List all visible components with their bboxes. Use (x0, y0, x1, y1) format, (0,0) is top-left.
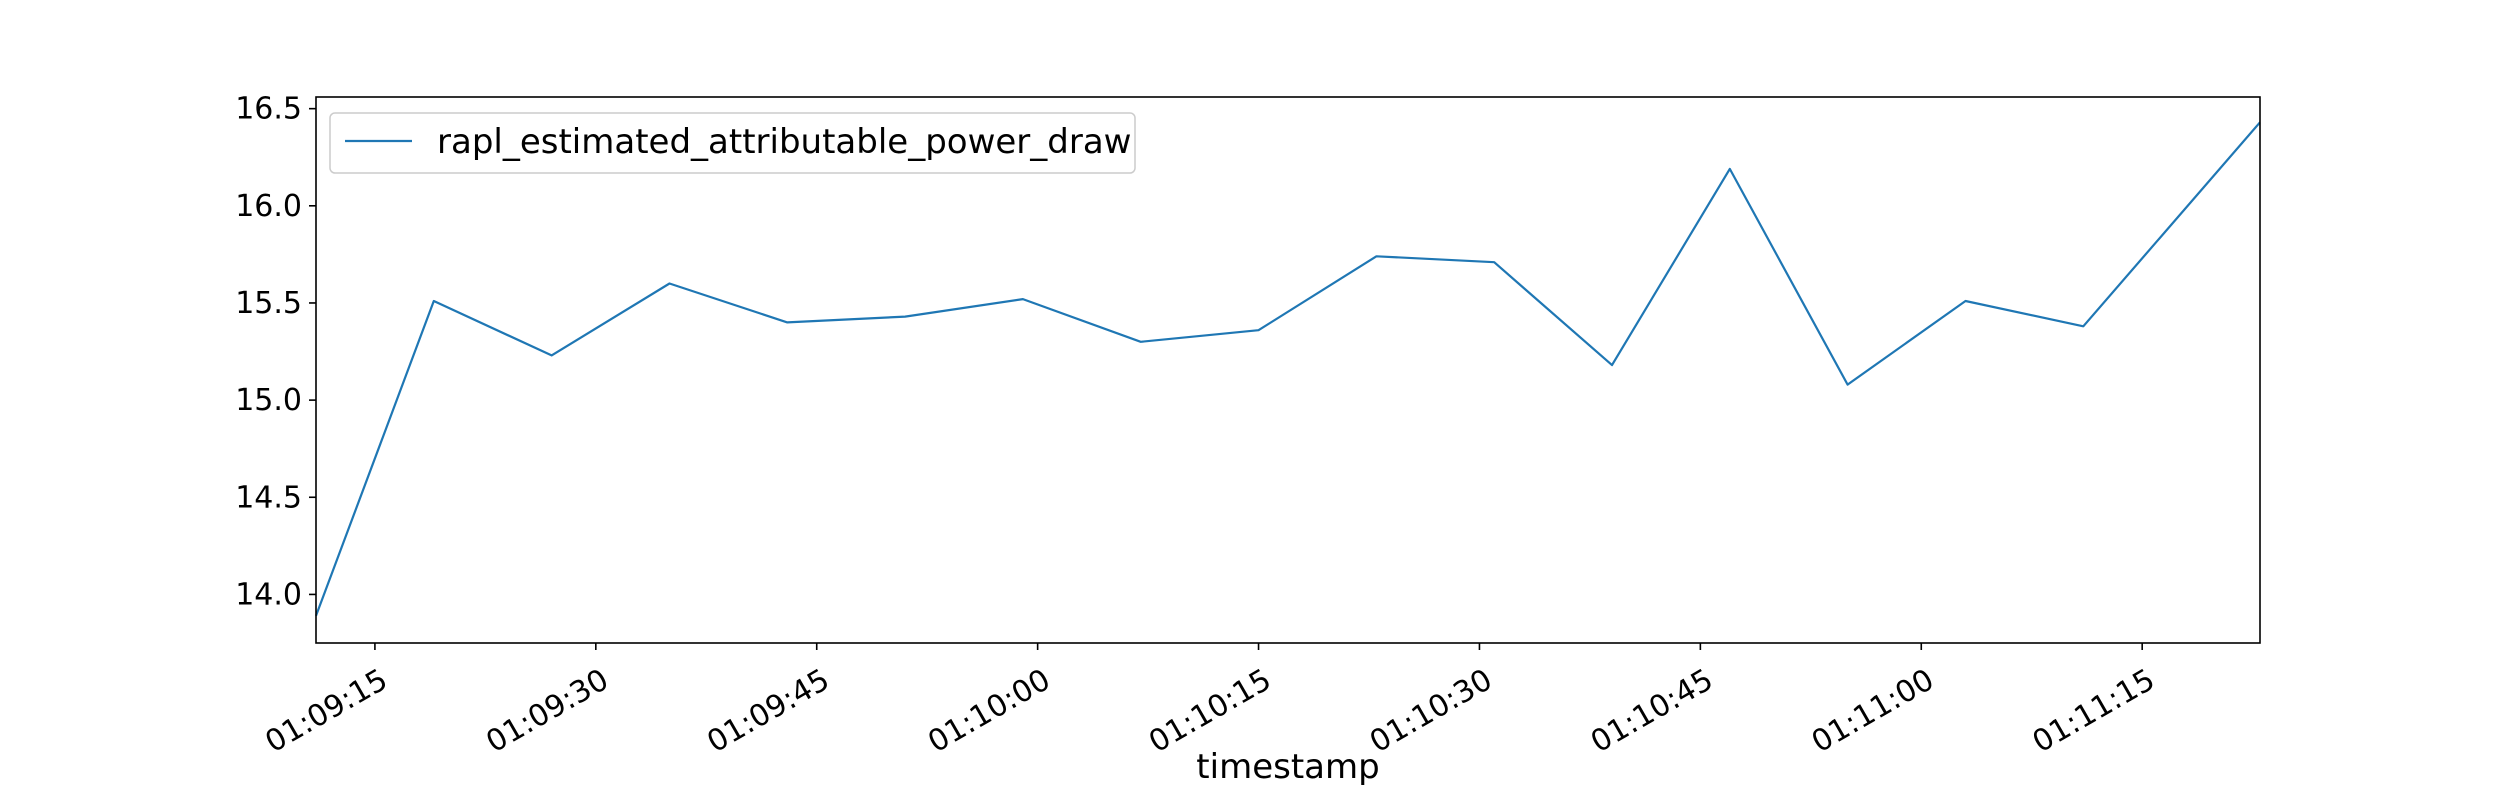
data-point (785, 320, 789, 324)
data-point (1728, 167, 1732, 171)
data-point (1964, 299, 1968, 303)
x-tick-label: 01:11:00 (1806, 662, 1940, 760)
x-tick-label: 01:10:45 (1585, 662, 1719, 760)
y-tick-label: 15.5 (235, 286, 302, 321)
data-point (1374, 254, 1378, 258)
data-point (550, 353, 554, 357)
axis-ticks: 01:09:15 01:09:30 01:09:45 01:10:00 01:10:15… (235, 92, 2161, 760)
series-line-0 (314, 121, 2261, 617)
y-tick-label: 16.0 (235, 189, 302, 224)
y-tick-label: 16.5 (235, 92, 302, 127)
data-point (668, 282, 672, 286)
x-tick-label: 01:09:30 (480, 662, 614, 760)
x-tick-label: 01:09:15 (260, 662, 394, 760)
data-point (1610, 363, 1614, 367)
x-tick-label: 01:11:15 (2027, 662, 2161, 760)
x-tick-label: 01:10:15 (1143, 662, 1277, 760)
x-tick-label: 01:10:00 (922, 662, 1056, 760)
legend: rapl_estimated_attributable_power_draw (329, 112, 1136, 174)
legend-box (329, 112, 1136, 174)
data-point (1257, 328, 1261, 332)
x-axis-title: timestamp (1196, 747, 1379, 787)
x-tick-label: 01:10:30 (1364, 662, 1498, 760)
legend-label: rapl_estimated_attributable_power_draw (437, 122, 1132, 162)
data-point (1139, 340, 1143, 344)
y-tick-label: 14.5 (235, 480, 302, 515)
data-point (1492, 260, 1496, 264)
data-point (2081, 324, 2085, 328)
data-point (903, 315, 907, 319)
data-point (1021, 297, 1025, 301)
data-point (1846, 383, 1850, 387)
y-tick-label: 15.0 (235, 383, 302, 418)
x-tick-label: 01:09:45 (701, 662, 835, 760)
data-layer (314, 121, 2261, 617)
y-tick-label: 14.0 (235, 577, 302, 612)
data-point (432, 299, 436, 303)
plot-area-frame (315, 96, 2261, 644)
